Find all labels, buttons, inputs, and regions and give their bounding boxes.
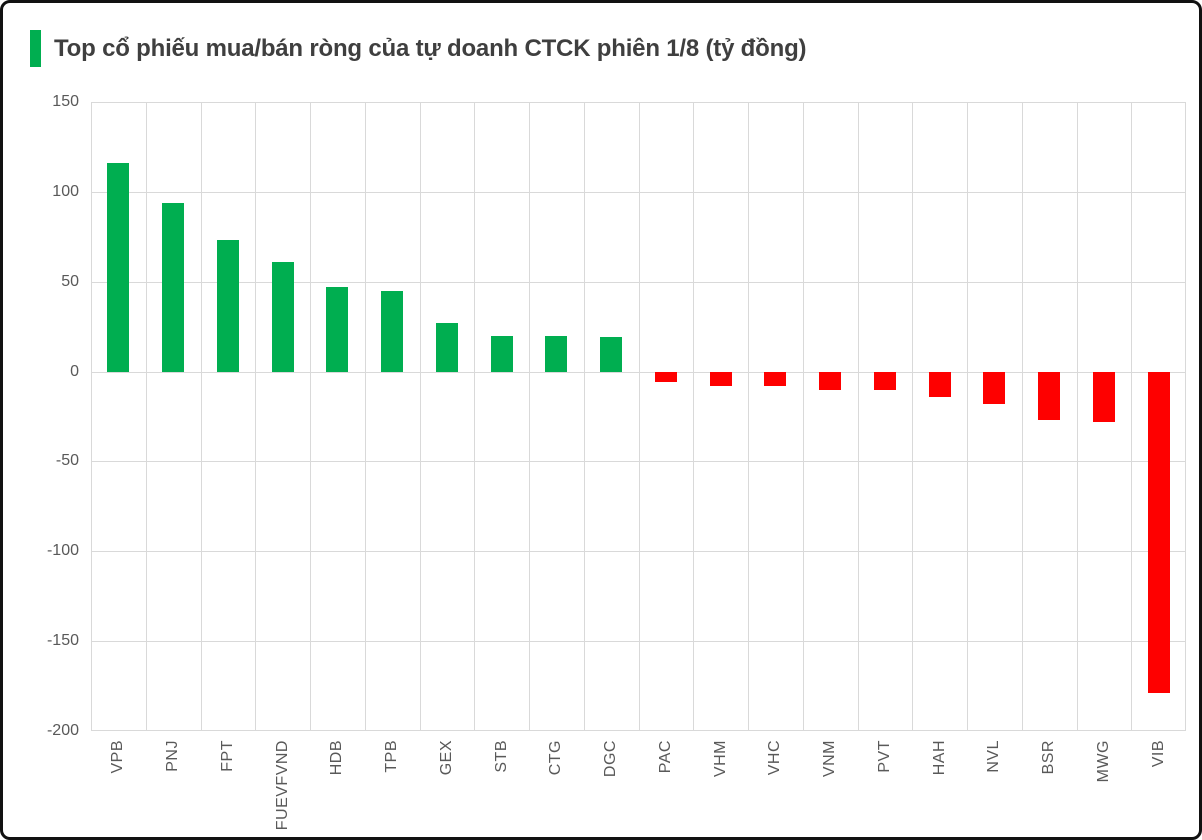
- y-axis-tick-label: -200: [46, 722, 79, 739]
- title-accent-bar: [30, 30, 41, 67]
- h-gridline: [91, 641, 1186, 642]
- x-axis-label: PNJ: [164, 740, 182, 772]
- h-gridline: [91, 192, 1186, 193]
- x-axis-label: FPT: [218, 740, 236, 772]
- v-gridline: [310, 102, 311, 731]
- bar-PVT: [873, 371, 896, 390]
- v-gridline: [912, 102, 913, 731]
- h-gridline: [91, 461, 1186, 462]
- v-gridline: [858, 102, 859, 731]
- v-gridline: [1131, 102, 1132, 731]
- x-axis-label: PAC: [656, 740, 674, 774]
- bar-PAC: [654, 371, 677, 383]
- chart-header: Top cổ phiếu mua/bán ròng của tự doanh C…: [30, 30, 807, 67]
- v-gridline: [146, 102, 147, 731]
- v-gridline: [1185, 102, 1186, 731]
- x-axis-label: MWG: [1094, 740, 1112, 783]
- v-gridline: [639, 102, 640, 731]
- v-gridline: [1077, 102, 1078, 731]
- x-axis-label: CTG: [547, 740, 565, 776]
- x-axis-label: BSR: [1040, 740, 1058, 775]
- x-axis-label: VNM: [821, 740, 839, 778]
- v-gridline: [201, 102, 202, 731]
- v-gridline: [967, 102, 968, 731]
- bar-NVL: [983, 371, 1006, 404]
- bar-FPT: [216, 240, 239, 372]
- v-gridline: [693, 102, 694, 731]
- v-gridline: [748, 102, 749, 731]
- x-axis-label: NVL: [985, 740, 1003, 773]
- bar-VIB: [1147, 371, 1170, 694]
- v-gridline: [365, 102, 366, 731]
- bar-FUEVFVND: [271, 261, 294, 372]
- chart-title: Top cổ phiếu mua/bán ròng của tự doanh C…: [54, 34, 807, 62]
- x-axis-label: VIB: [1149, 740, 1167, 768]
- x-axis-label: STB: [492, 740, 510, 773]
- y-axis-tick-label: -150: [46, 632, 79, 650]
- x-axis-label: HAH: [930, 740, 948, 776]
- bar-VPB: [107, 163, 130, 372]
- h-gridline: [91, 730, 1186, 731]
- bar-HAH: [928, 371, 951, 397]
- bar-TPB: [381, 290, 404, 372]
- bar-VHC: [764, 371, 787, 386]
- y-axis-labels: 150 100 50 0 -50 -100 -150 -200: [3, 93, 79, 739]
- bar-VNM: [819, 371, 842, 390]
- v-gridline: [91, 102, 92, 731]
- y-axis-tick-label: 150: [52, 93, 79, 110]
- y-axis-tick-label: -50: [55, 452, 79, 470]
- bar-PNJ: [162, 202, 185, 372]
- x-axis-label: TPB: [383, 740, 401, 773]
- bar-STB: [490, 335, 513, 372]
- h-gridline: [91, 372, 1186, 373]
- x-axis-labels: VPB PNJ FPT FUEVFVND HDB TPB GEX STB CTG DGC PAC VH…: [91, 740, 1186, 837]
- x-axis-label: VPB: [109, 740, 127, 774]
- bar-DGC: [600, 337, 623, 372]
- h-gridline: [91, 551, 1186, 552]
- h-gridline: [91, 102, 1186, 103]
- y-axis-tick-label: 50: [61, 272, 79, 290]
- bar-MWG: [1092, 371, 1115, 422]
- h-gridline: [91, 282, 1186, 283]
- y-axis-tick-label: -100: [46, 542, 79, 560]
- x-axis-label: VHM: [711, 740, 729, 778]
- v-gridline: [474, 102, 475, 731]
- bar-CTG: [545, 335, 568, 372]
- bar-VHM: [709, 371, 732, 386]
- y-axis-tick-label: 100: [52, 182, 79, 200]
- v-gridline: [529, 102, 530, 731]
- v-gridline: [255, 102, 256, 731]
- x-axis-label: VHC: [766, 740, 784, 776]
- bar-BSR: [1038, 371, 1061, 421]
- y-axis-tick-label: 0: [70, 362, 79, 380]
- v-gridline: [420, 102, 421, 731]
- v-gridline: [1022, 102, 1023, 731]
- v-gridline: [803, 102, 804, 731]
- x-axis-label: HDB: [328, 740, 346, 776]
- x-axis-label: DGC: [602, 740, 620, 778]
- bar-HDB: [326, 287, 349, 372]
- x-axis-label: GEX: [437, 740, 455, 776]
- plot-area: [91, 102, 1186, 731]
- bar-GEX: [435, 323, 458, 372]
- x-axis-label: FUEVFVND: [273, 740, 291, 831]
- v-gridline: [584, 102, 585, 731]
- x-axis-label: PVT: [875, 740, 893, 773]
